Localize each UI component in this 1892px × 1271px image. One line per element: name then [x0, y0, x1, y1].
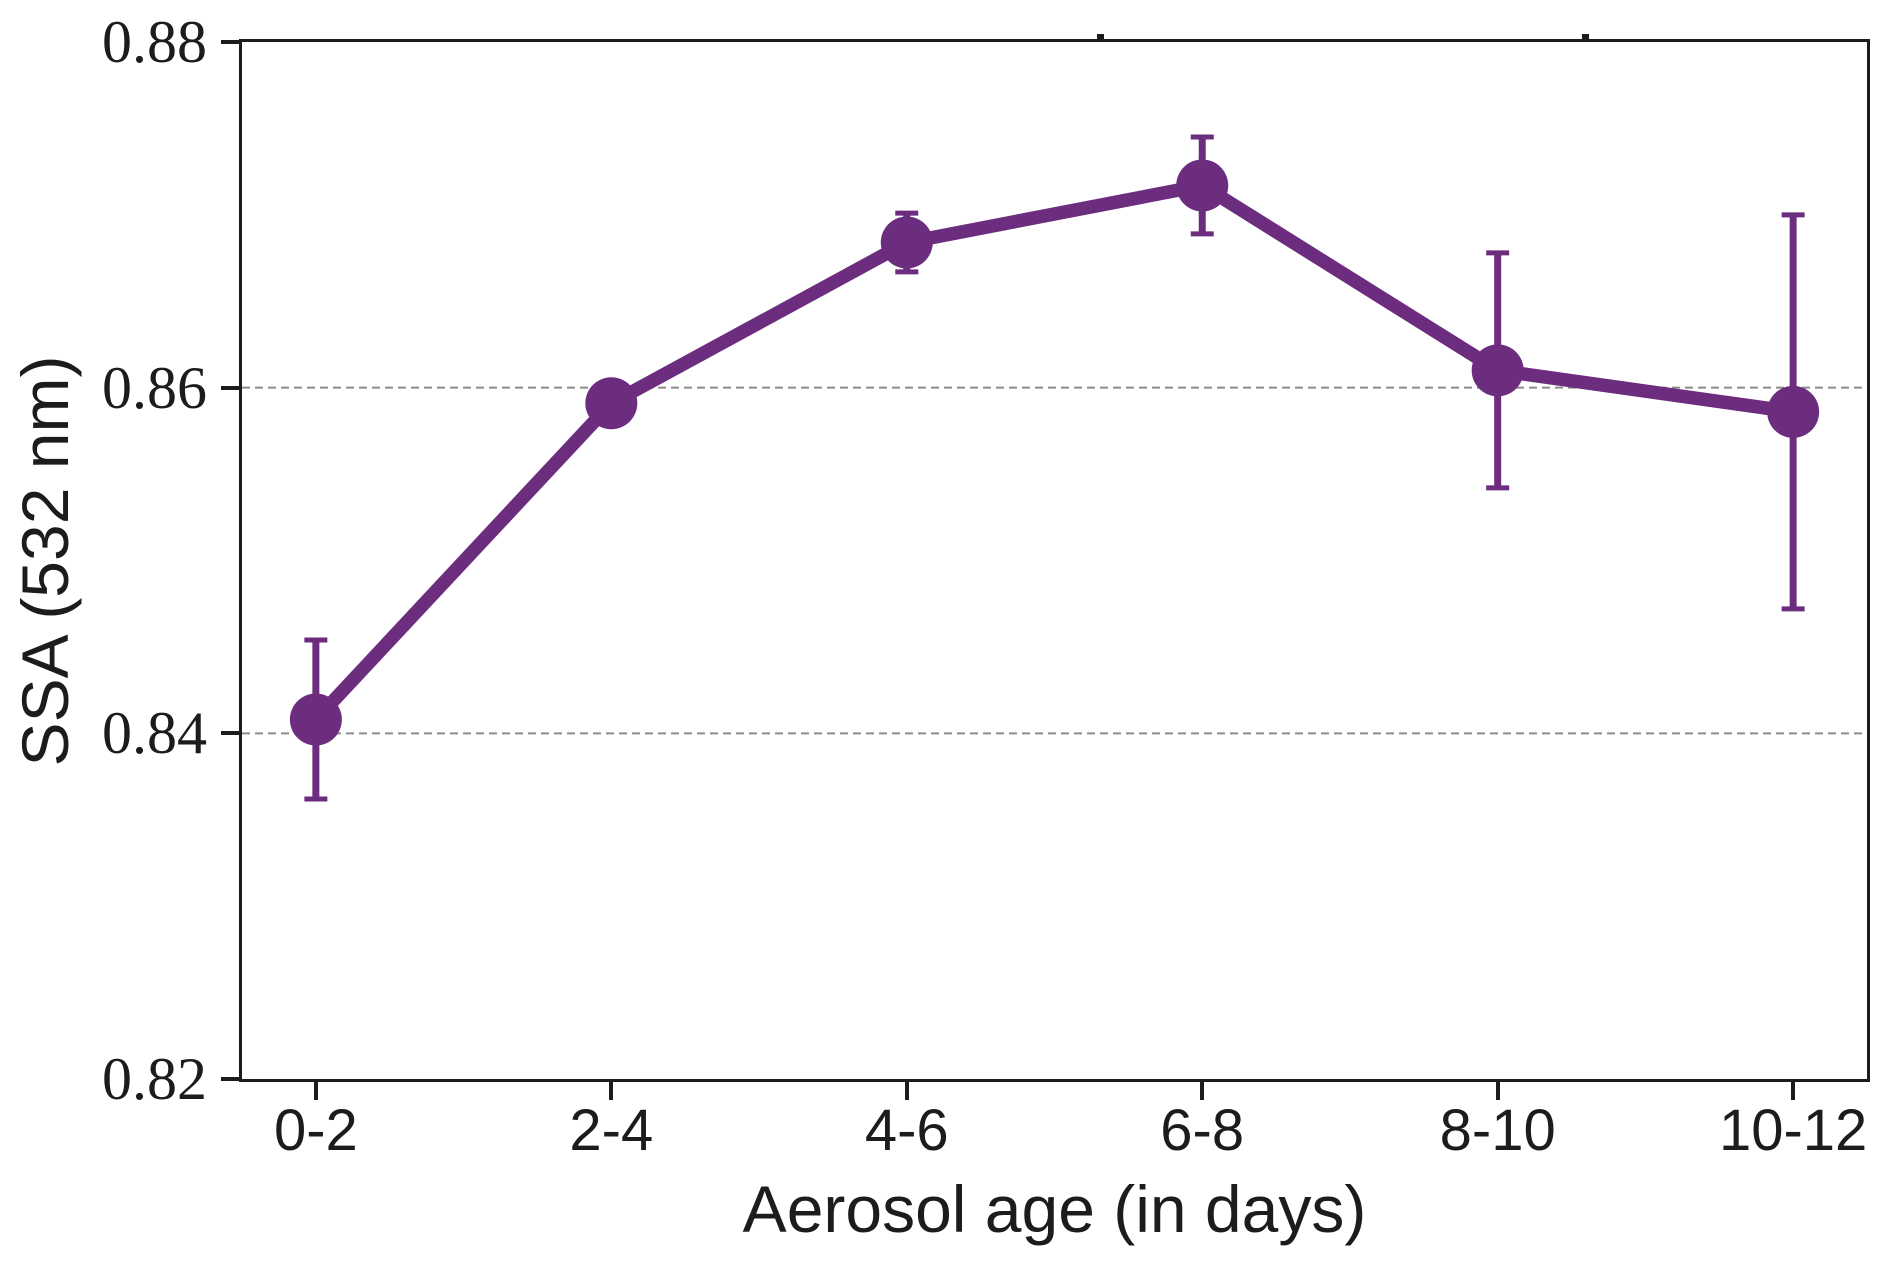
y-tick-label: 0.82 [102, 1046, 207, 1112]
x-tick [313, 1079, 318, 1100]
y-tick [221, 385, 242, 390]
x-tick-label: 8-10 [1439, 1098, 1556, 1163]
data-point-2-4 [585, 377, 638, 430]
y-tick [221, 731, 242, 736]
y-tick [221, 40, 242, 44]
x-tick [609, 1079, 614, 1100]
data-point-8-10 [1471, 344, 1524, 397]
data-point-0-2 [289, 693, 342, 746]
x-tick-label: 10-12 [1718, 1098, 1868, 1163]
x-tick [1495, 1079, 1500, 1100]
x-tick [1200, 1079, 1205, 1100]
data-point-4-6 [880, 216, 933, 269]
x-axis-label: Aerosol age (in days) [742, 1172, 1367, 1246]
y-tick-label: 0.86 [102, 354, 207, 421]
data-point-10-12 [1767, 385, 1820, 438]
data-line [309, 178, 1800, 727]
y-tick-label: 0.88 [102, 9, 207, 75]
plot-area [242, 134, 1867, 802]
x-tick [904, 1079, 909, 1100]
x-tick [1791, 1079, 1796, 1100]
x-tick-label: 0-2 [273, 1098, 358, 1163]
top-spine-minor-tick [1097, 34, 1104, 40]
y-axis-label: SSA (532 nm) [8, 355, 82, 767]
data-point-6-8 [1176, 159, 1229, 212]
y-tick-label: 0.84 [102, 700, 207, 767]
x-tick-label: 4-6 [864, 1098, 949, 1163]
top-spine-minor-tick [1582, 34, 1589, 40]
x-tick-label: 2-4 [569, 1098, 654, 1163]
y-tick [221, 1077, 242, 1081]
x-tick-label: 6-8 [1160, 1098, 1245, 1163]
